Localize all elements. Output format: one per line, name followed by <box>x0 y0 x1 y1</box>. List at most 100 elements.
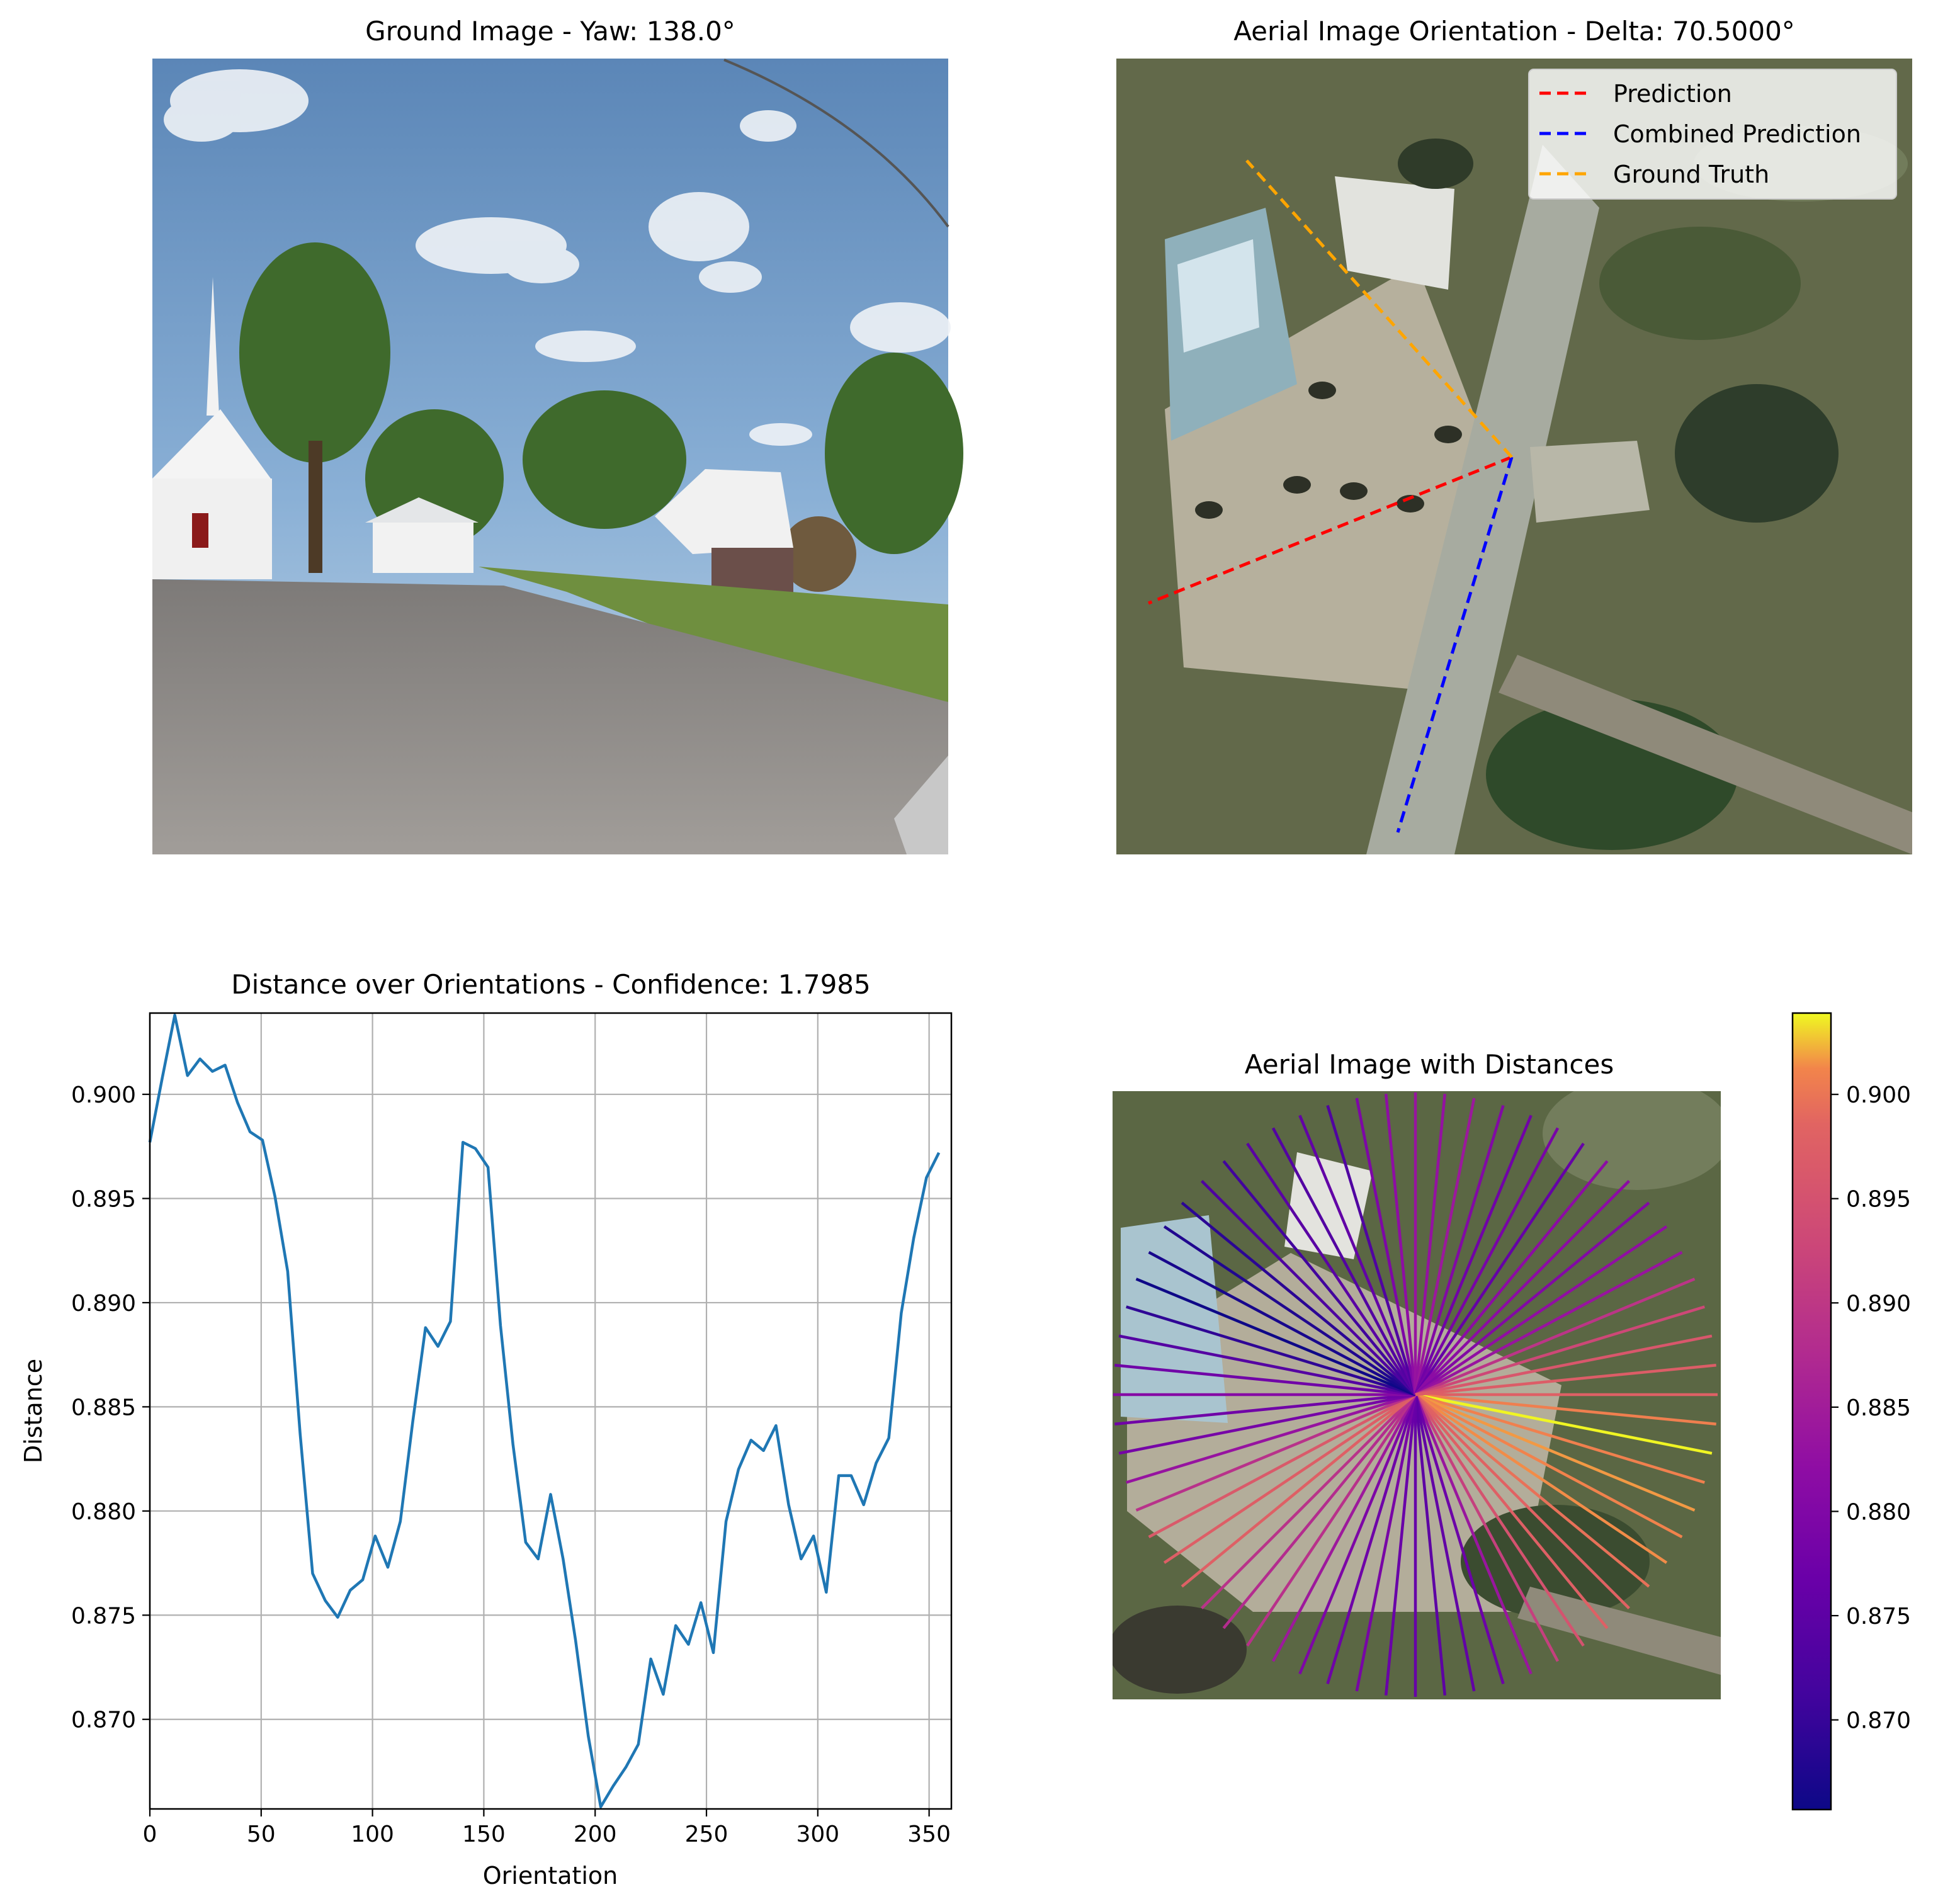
distance-rays <box>1113 1092 1718 1697</box>
distance-ray <box>1271 1393 1417 1662</box>
distance-ray <box>1414 1393 1683 1539</box>
distance-ray <box>1181 1393 1417 1588</box>
x-tick-label: 200 <box>574 1822 617 1847</box>
x-tick-label: 150 <box>462 1822 506 1847</box>
distance-ray <box>1384 1394 1417 1696</box>
distance-ray <box>1326 1394 1417 1684</box>
distance-ray <box>1201 1393 1417 1609</box>
distance-ray <box>1415 1305 1705 1397</box>
distance-ray <box>1414 1393 1585 1647</box>
distance-ray <box>1118 1334 1416 1397</box>
distance-ray <box>1415 1363 1716 1397</box>
colorbar-tick-label: 0.880 <box>1846 1499 1911 1525</box>
x-axis-label: Orientation <box>483 1862 618 1890</box>
ground-image <box>152 59 963 854</box>
distance-ray <box>1414 1142 1585 1396</box>
colorbar-gradient <box>1791 1012 1832 1811</box>
y-tick-label: 0.885 <box>71 1395 136 1420</box>
distance-ray <box>1126 1305 1416 1397</box>
y-tick-label: 0.890 <box>71 1291 136 1317</box>
distance-chart: Distance over Orientations - Confidence:… <box>20 969 953 1890</box>
distance-ray <box>1135 1393 1416 1512</box>
distance-ray <box>1163 1393 1417 1564</box>
distance-ray <box>1414 1225 1668 1396</box>
distance-ray <box>1414 1250 1683 1396</box>
x-tick-label: 350 <box>907 1822 951 1847</box>
distance-ray <box>1135 1278 1416 1397</box>
y-tick-label: 0.895 <box>71 1186 136 1212</box>
distance-ray <box>1201 1180 1417 1396</box>
distance-ray <box>1414 1393 1650 1588</box>
distance-ray <box>1414 1127 1560 1396</box>
distance-ray <box>1246 1393 1417 1647</box>
distance-ray <box>1114 1393 1416 1426</box>
distance-ray <box>1414 1097 1476 1395</box>
legend: Prediction Combined Prediction Ground Tr… <box>1528 69 1897 200</box>
y-tick-label: 0.875 <box>71 1603 136 1629</box>
distance-ray <box>1414 1180 1630 1396</box>
distance-ray <box>1414 1394 1505 1684</box>
distance-ray <box>1414 1094 1447 1395</box>
distance-ray <box>1148 1393 1417 1539</box>
colorbar-tick-label: 0.890 <box>1846 1291 1911 1317</box>
y-tick-label: 0.900 <box>71 1082 136 1108</box>
distance-ray <box>1414 1105 1505 1395</box>
distance-ray <box>1246 1142 1417 1396</box>
distance-ray <box>1298 1114 1417 1395</box>
distance-ray <box>1222 1393 1417 1629</box>
distance-ray <box>1118 1393 1416 1455</box>
distance-ray <box>1222 1160 1417 1396</box>
prediction-line <box>1148 455 1512 605</box>
distance-ray <box>1414 1394 1476 1692</box>
distance-ray <box>1181 1201 1417 1396</box>
colorbar-tick-label: 0.900 <box>1846 1082 1911 1108</box>
distance-ray <box>1271 1127 1417 1396</box>
x-tick-label: 250 <box>685 1822 728 1847</box>
colorbar-tick-label: 0.895 <box>1846 1187 1911 1213</box>
distance-ray <box>1126 1393 1416 1484</box>
distance-ray <box>1355 1097 1417 1395</box>
ground-title: Ground Image - Yaw: 138.0° <box>365 16 735 47</box>
distance-ray <box>1114 1363 1416 1397</box>
distance-ray <box>1414 1201 1650 1396</box>
y-tick-label: 0.880 <box>71 1499 136 1525</box>
series-line <box>148 1014 941 1808</box>
distance-ray <box>1415 1393 1705 1484</box>
x-tick-label: 300 <box>796 1822 839 1847</box>
grid <box>149 1013 951 1809</box>
distance-ray <box>1414 1393 1630 1609</box>
distance-ray <box>1415 1393 1716 1426</box>
combined-prediction-line <box>1396 456 1514 833</box>
distance-ray <box>1355 1394 1417 1692</box>
distance-ray <box>1148 1250 1417 1396</box>
legend-label-combined: Combined Prediction <box>1613 120 1861 148</box>
distance-ray <box>1415 1278 1696 1397</box>
distance-ray <box>1163 1225 1417 1396</box>
distance-ray <box>1414 1393 1668 1564</box>
distance-aerial-title: Aerial Image with Distances <box>1245 1049 1614 1080</box>
y-tick-label: 0.870 <box>71 1708 136 1733</box>
ground-truth-line <box>1245 159 1513 458</box>
chart-title: Distance over Orientations - Confidence:… <box>231 969 870 1000</box>
legend-label-prediction: Prediction <box>1613 80 1732 108</box>
colorbar-tick-label: 0.875 <box>1846 1604 1911 1629</box>
legend-label-ground-truth: Ground Truth <box>1613 161 1769 188</box>
colorbar-tick-label: 0.885 <box>1846 1395 1911 1421</box>
distance-ray <box>1414 1394 1447 1696</box>
plot-frame <box>149 1012 953 1810</box>
distance-ray <box>1414 1393 1560 1662</box>
y-axis-label: Distance <box>20 1359 47 1463</box>
aerial-title: Aerial Image Orientation - Delta: 70.500… <box>1233 16 1795 47</box>
colorbar-ticks: 0.870 0.875 0.880 0.885 0.890 0.895 0.900 <box>1831 1082 1911 1734</box>
distance-ray <box>1414 1160 1609 1396</box>
distance-ray <box>1415 1393 1713 1455</box>
distance-ray <box>1414 1394 1533 1675</box>
distance-ray <box>1415 1393 1696 1512</box>
distance-ray <box>1414 1114 1533 1395</box>
distance-ray <box>1298 1394 1417 1675</box>
distance-ray <box>1414 1393 1609 1629</box>
ticks: 0 50 100 150 200 250 300 350 0.870 0.875 0.880 0.88… <box>71 1082 951 1847</box>
distance-ray <box>1384 1094 1417 1395</box>
colorbar: 0.870 0.875 0.880 0.885 0.890 0.895 0.900 <box>1791 1012 1911 1811</box>
